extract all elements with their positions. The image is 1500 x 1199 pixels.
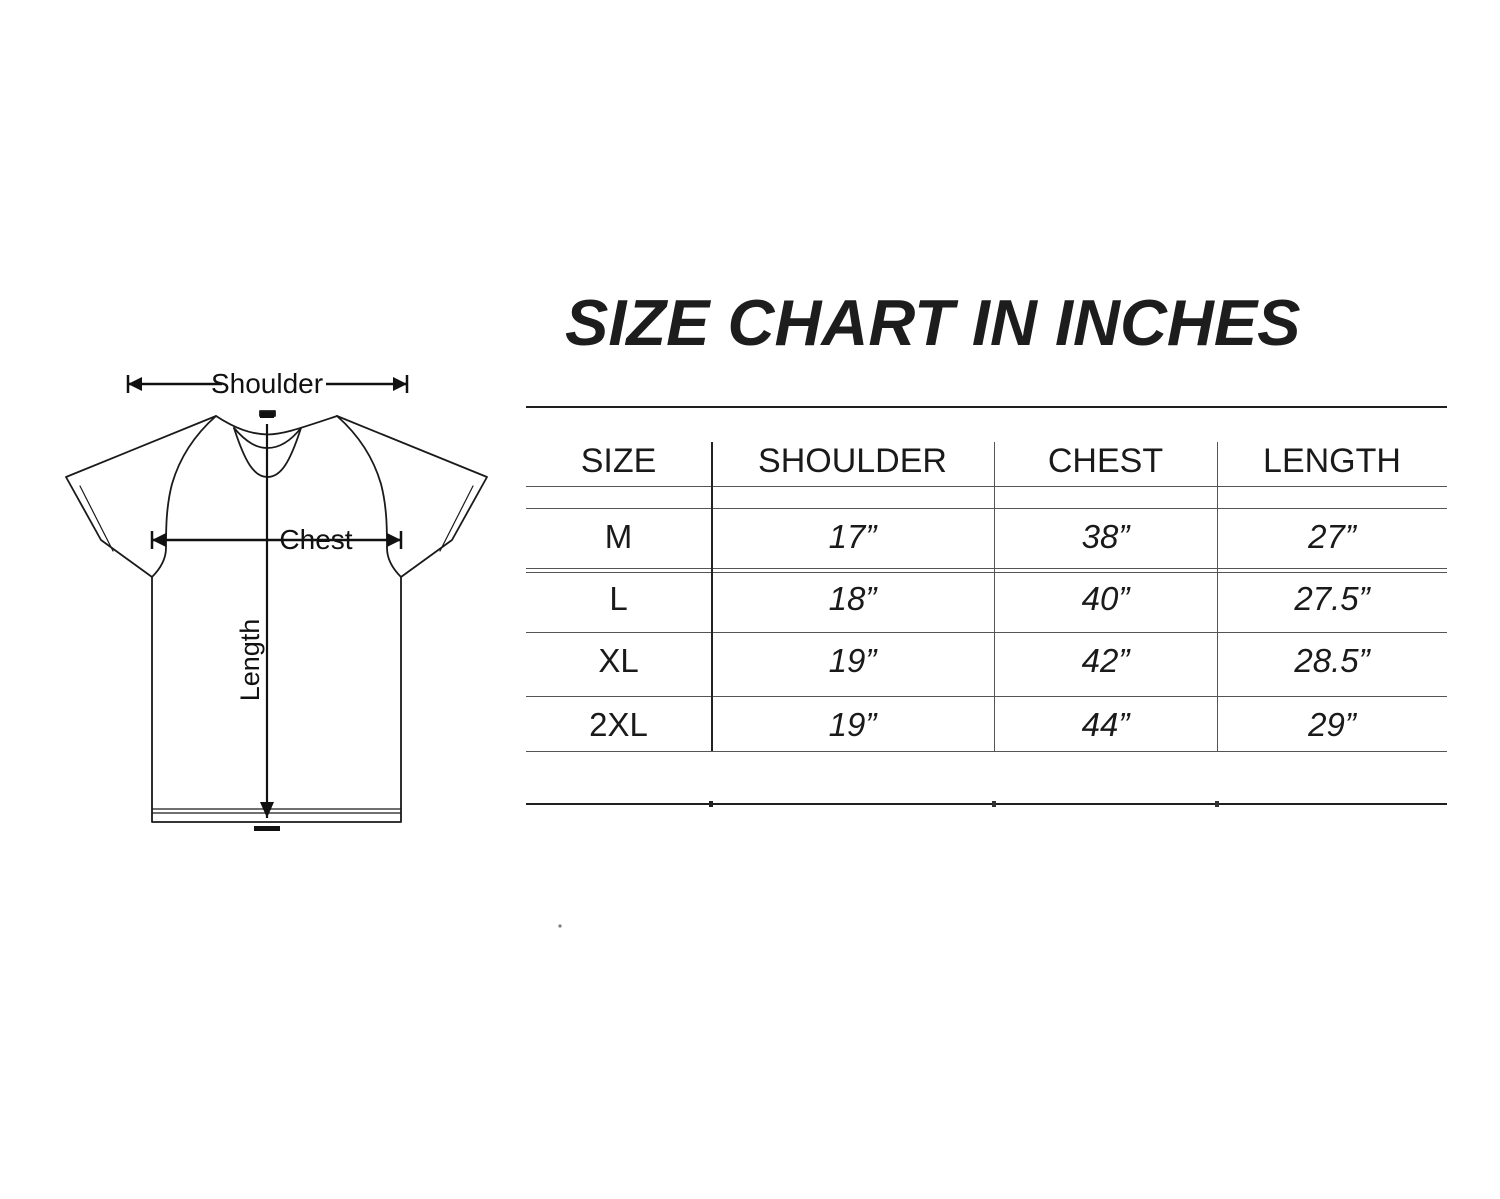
svg-text:Shoulder: Shoulder <box>211 368 323 399</box>
svg-text:Chest: Chest <box>279 524 352 555</box>
svg-text:Length: Length <box>235 619 265 702</box>
